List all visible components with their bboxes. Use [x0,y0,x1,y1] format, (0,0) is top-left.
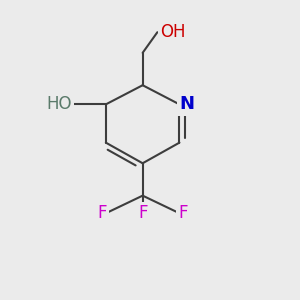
Text: OH: OH [160,23,186,41]
Text: N: N [179,95,194,113]
Text: F: F [98,204,107,222]
Text: F: F [178,204,188,222]
Text: HO: HO [46,95,72,113]
Text: F: F [138,204,147,222]
